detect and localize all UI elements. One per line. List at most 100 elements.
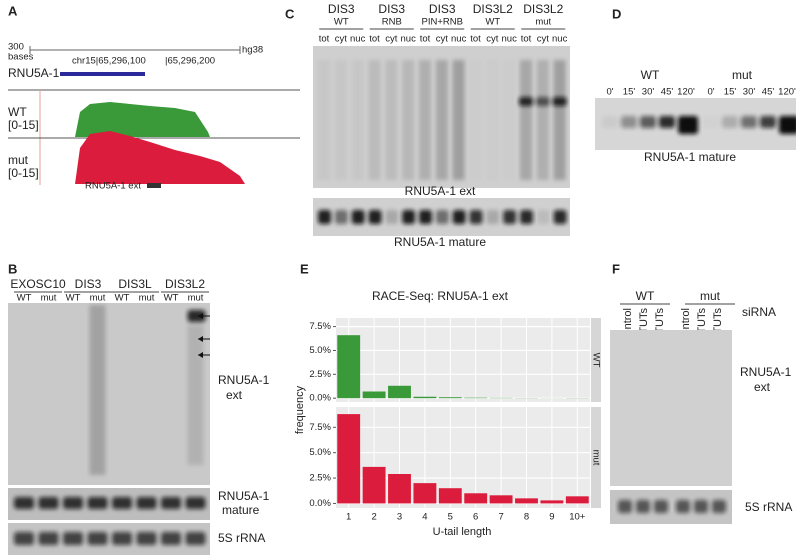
band	[87, 497, 108, 509]
feature-bar	[147, 183, 161, 188]
smear	[187, 325, 204, 465]
label: DIS3L	[118, 277, 152, 291]
bar	[362, 466, 386, 504]
x-tick-label: 6	[473, 512, 478, 523]
band	[14, 532, 34, 545]
label: tot	[521, 34, 532, 45]
facet-strip	[591, 407, 601, 508]
label: DIS3	[75, 277, 102, 291]
label: WT	[485, 17, 500, 28]
legend-label: mut	[590, 450, 601, 466]
label: ext	[226, 388, 243, 402]
panel-label: C	[285, 6, 295, 21]
band	[703, 116, 719, 128]
band	[535, 97, 550, 106]
y-tick-label: 7.5%	[309, 321, 331, 332]
x-tick-label: 10+	[569, 512, 586, 523]
label: 300	[8, 42, 24, 53]
band	[402, 210, 416, 224]
panel-label: F	[612, 261, 620, 276]
band	[654, 500, 668, 513]
label: WT	[17, 293, 32, 304]
band	[136, 497, 157, 509]
bar	[515, 498, 538, 504]
band	[368, 210, 382, 224]
label: mature	[222, 503, 260, 517]
label: RNB	[382, 17, 402, 28]
facet-strip	[591, 318, 601, 402]
band	[519, 97, 533, 106]
band	[38, 532, 59, 545]
smear	[470, 60, 482, 180]
panel-label: E	[300, 261, 309, 276]
label: 45'	[661, 87, 674, 98]
label: tot	[319, 34, 330, 45]
band	[14, 497, 34, 509]
band	[621, 116, 637, 128]
band	[87, 532, 108, 545]
label: mut	[188, 293, 204, 304]
label: DIS3	[429, 2, 456, 16]
label: RNU5A-1 ext	[405, 184, 476, 198]
band	[161, 532, 181, 545]
label: [0-15]	[8, 166, 39, 180]
label: TUTs	[638, 308, 650, 334]
smear	[385, 60, 398, 180]
label: PIN+RNB	[422, 17, 463, 28]
bar	[540, 500, 564, 504]
label: WT	[8, 105, 27, 119]
bar	[337, 414, 361, 504]
y-tick-label: 0.0%	[309, 498, 331, 509]
label: 5S rRNA	[218, 531, 265, 545]
band	[602, 116, 618, 128]
label: bases	[8, 52, 34, 63]
band	[419, 210, 432, 224]
smear	[368, 60, 381, 180]
label: cyt	[537, 34, 550, 45]
smear	[419, 60, 431, 180]
label: WT	[334, 17, 349, 28]
gel	[610, 330, 732, 486]
x-tick-label: 1	[346, 512, 351, 523]
smear	[486, 60, 498, 180]
band	[161, 497, 181, 509]
gene-bar	[60, 72, 145, 76]
label: DIS3L2	[523, 2, 563, 16]
label: mut	[8, 153, 29, 167]
gel	[8, 303, 210, 485]
bar	[489, 495, 513, 504]
smear	[89, 305, 106, 475]
y-tick-label: 2.5%	[309, 473, 331, 484]
label: EXOSC10	[10, 277, 66, 291]
y-tick-label: 7.5%	[309, 422, 331, 433]
band	[435, 210, 449, 224]
bar	[388, 385, 411, 399]
label: tot	[369, 34, 380, 45]
y-tick-label: 5.0%	[309, 345, 331, 356]
label: 15'	[724, 87, 737, 98]
y-tick-label: 5.0%	[309, 447, 331, 458]
smear	[402, 60, 415, 180]
label: |65,296,200	[165, 56, 215, 67]
bar	[438, 488, 462, 504]
legend-label: WT	[590, 353, 601, 368]
label: RNU5A-1 ext	[85, 181, 141, 192]
band	[185, 497, 206, 509]
arrow-head	[198, 352, 203, 358]
band	[38, 497, 59, 509]
label: RNU5A-1 mature	[644, 150, 736, 164]
band	[678, 116, 698, 134]
smear	[435, 60, 448, 180]
label: WT	[164, 293, 179, 304]
bar	[438, 397, 462, 399]
label: cyt	[436, 34, 449, 45]
band	[112, 532, 132, 545]
band	[63, 532, 83, 545]
label: RNU5A-1	[218, 373, 270, 387]
label: cyt	[335, 34, 348, 45]
band	[722, 116, 738, 128]
band	[334, 210, 348, 224]
x-tick-label: 3	[397, 512, 402, 523]
label: TUTs	[712, 308, 724, 334]
label: 120'	[778, 87, 796, 98]
